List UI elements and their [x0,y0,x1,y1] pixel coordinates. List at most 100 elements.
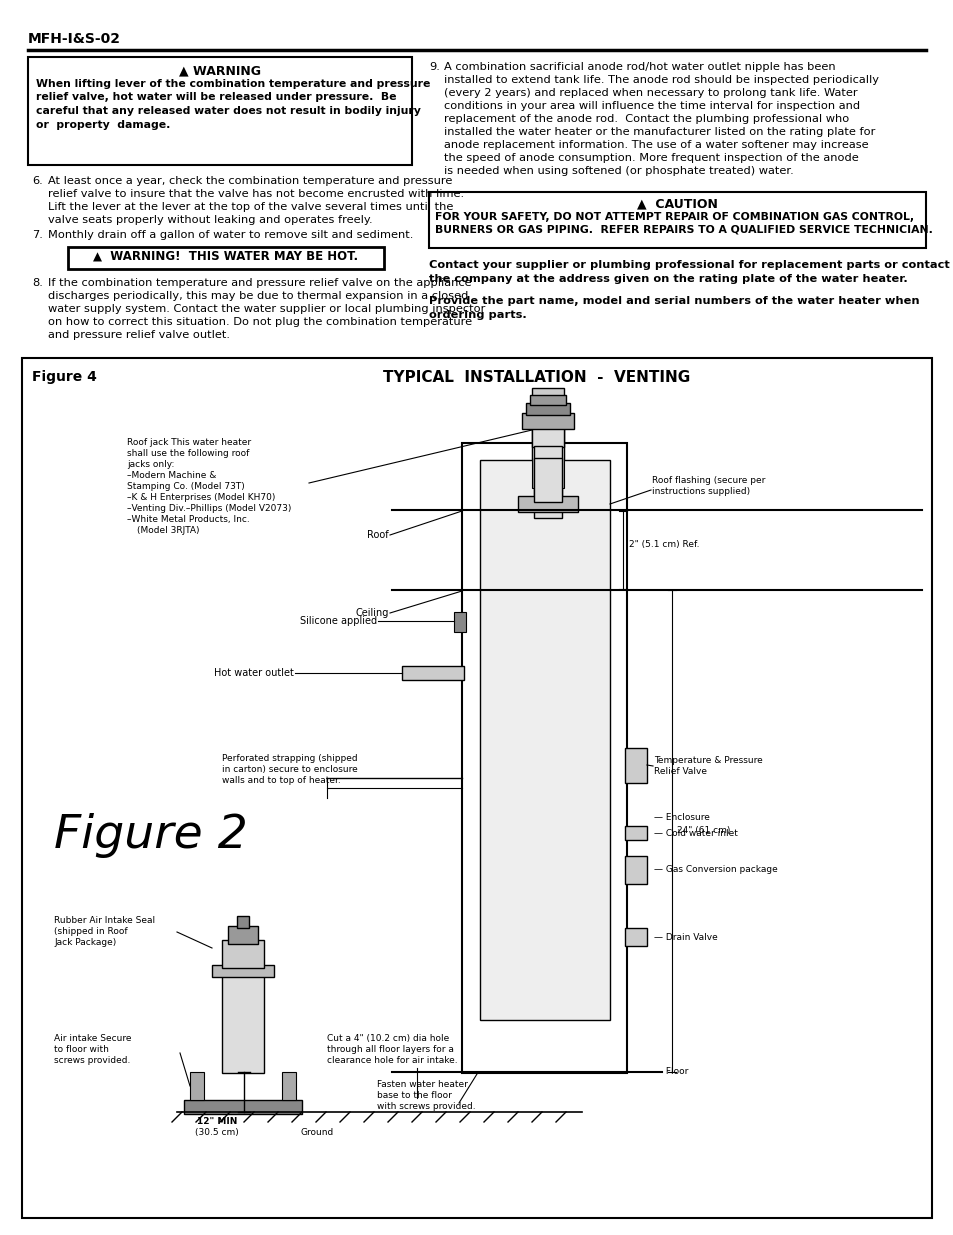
Text: Monthly drain off a gallon of water to remove silt and sediment.: Monthly drain off a gallon of water to r… [48,230,413,240]
Text: 12" MIN: 12" MIN [196,1116,237,1126]
Text: Figure 4: Figure 4 [32,370,97,384]
Text: –Venting Div.–Phillips (Model V2073): –Venting Div.–Phillips (Model V2073) [127,504,291,513]
Text: Provide the part name, model and serial numbers of the water heater when: Provide the part name, model and serial … [429,296,919,306]
Text: (30.5 cm): (30.5 cm) [195,1128,238,1137]
Bar [624,748,646,783]
Bar [190,1072,204,1100]
Text: jacks only:: jacks only: [127,459,174,469]
Text: Jack Package): Jack Package) [54,939,116,947]
Bar [454,613,465,632]
Bar [517,496,578,513]
Text: When lifting lever of the combination temperature and pressure: When lifting lever of the combination te… [36,79,430,89]
Text: ordering parts.: ordering parts. [429,310,526,320]
Text: water supply system. Contact the water supplier or local plumbing inspector: water supply system. Contact the water s… [48,304,485,314]
Text: instructions supplied): instructions supplied) [651,487,749,496]
Text: — Drain Valve: — Drain Valve [654,932,717,941]
Text: installed the water heater or the manufacturer listed on the rating plate for: installed the water heater or the manufa… [443,127,875,137]
Bar [624,826,646,840]
Bar [624,856,646,884]
Text: Air intake Secure: Air intake Secure [54,1034,132,1044]
Text: careful that any released water does not result in bodily injury: careful that any released water does not… [36,106,420,116]
Text: — Floor: — Floor [654,1067,688,1077]
Text: Fasten water heater: Fasten water heater [376,1079,467,1089]
Bar [401,666,463,680]
Text: Roof flashing (secure per: Roof flashing (secure per [651,475,764,485]
Text: with screws provided.: with screws provided. [376,1102,476,1112]
Bar [429,191,925,248]
Text: –Modern Machine &: –Modern Machine & [127,471,216,480]
Text: the speed of anode consumption. More frequent inspection of the anode: the speed of anode consumption. More fre… [443,153,858,163]
Bar [530,395,565,405]
Text: — Cold water inlet: — Cold water inlet [654,829,737,837]
Text: Stamping Co. (Model 73T): Stamping Co. (Model 73T) [127,482,245,492]
Text: If the combination temperature and pressure relief valve on the appliance: If the combination temperature and press… [48,278,471,288]
Text: 8.: 8. [32,278,43,288]
Bar [479,459,609,1020]
Bar [534,446,561,517]
Text: Ground: Ground [300,1128,334,1137]
Text: (every 2 years) and replaced when necessary to prolong tank life. Water: (every 2 years) and replaced when necess… [443,88,857,98]
Text: –White Metal Products, Inc.: –White Metal Products, Inc. [127,515,250,524]
Bar [521,412,574,429]
Bar [461,443,626,1073]
Text: ▲ WARNING: ▲ WARNING [179,64,261,77]
Text: walls and to top of heater.: walls and to top of heater. [222,776,340,785]
Bar [624,927,646,946]
Text: Figure 2: Figure 2 [54,813,248,858]
Text: or  property  damage.: or property damage. [36,120,171,130]
Bar [534,458,561,501]
Text: At least once a year, check the combination temperature and pressure: At least once a year, check the combinat… [48,177,452,186]
Text: (shipped in Roof: (shipped in Roof [54,927,128,936]
Text: — Enclosure: — Enclosure [654,814,709,823]
Text: valve seats properly without leaking and operates freely.: valve seats properly without leaking and… [48,215,373,225]
Bar [532,403,563,447]
Text: –K & H Enterprises (Model KH70): –K & H Enterprises (Model KH70) [127,493,275,501]
Text: anode replacement information. The use of a water softener may increase: anode replacement information. The use o… [443,140,868,149]
Text: relief valve, hot water will be released under pressure.  Be: relief valve, hot water will be released… [36,93,396,103]
Text: 9.: 9. [429,62,439,72]
Text: ▲  WARNING!  THIS WATER MAY BE HOT.: ▲ WARNING! THIS WATER MAY BE HOT. [93,249,358,263]
Bar [68,247,384,269]
Text: clearance hole for air intake.: clearance hole for air intake. [327,1056,457,1065]
Text: Contact your supplier or plumbing professional for replacement parts or contact: Contact your supplier or plumbing profes… [429,261,949,270]
Text: installed to extend tank life. The anode rod should be inspected periodically: installed to extend tank life. The anode… [443,75,878,85]
Text: FOR YOUR SAFETY, DO NOT ATTEMPT REPAIR OF COMBINATION GAS CONTROL,: FOR YOUR SAFETY, DO NOT ATTEMPT REPAIR O… [435,212,913,222]
Text: Roof: Roof [367,530,389,540]
Bar [28,57,412,165]
Text: BURNERS OR GAS PIPING.  REFER REPAIRS TO A QUALIFIED SERVICE TECHNICIAN.: BURNERS OR GAS PIPING. REFER REPAIRS TO … [435,225,932,235]
Text: A combination sacrificial anode rod/hot water outlet nipple has been: A combination sacrificial anode rod/hot … [443,62,835,72]
Bar [525,403,569,415]
Text: TYPICAL  INSTALLATION  -  VENTING: TYPICAL INSTALLATION - VENTING [383,370,690,385]
Text: Temperature & Pressure: Temperature & Pressure [654,756,762,764]
Text: and pressure relief valve outlet.: and pressure relief valve outlet. [48,330,230,340]
Text: MFH-I&S-02: MFH-I&S-02 [28,32,121,46]
Text: 24" (61 cm): 24" (61 cm) [677,825,730,835]
Text: Relief Valve: Relief Valve [654,767,706,776]
Text: in carton) secure to enclosure: in carton) secure to enclosure [222,764,357,774]
Text: 2" (5.1 cm) Ref.: 2" (5.1 cm) Ref. [628,541,699,550]
Text: shall use the following roof: shall use the following roof [127,450,249,458]
Bar [532,412,563,488]
Bar [228,926,257,944]
Bar [222,940,264,968]
Bar [22,358,931,1218]
Text: base to the floor: base to the floor [376,1091,452,1100]
Text: through all floor layers for a: through all floor layers for a [327,1045,454,1053]
Text: Roof jack This water heater: Roof jack This water heater [127,438,251,447]
Bar [532,410,563,459]
Text: relief valve to insure that the valve has not become encrusted with lime.: relief valve to insure that the valve ha… [48,189,464,199]
Bar [212,965,274,977]
Text: the company at the address given on the rating plate of the water heater.: the company at the address given on the … [429,274,907,284]
Bar [532,388,563,414]
Text: to floor with: to floor with [54,1045,109,1053]
Text: — Gas Conversion package: — Gas Conversion package [654,866,777,874]
Text: screws provided.: screws provided. [54,1056,131,1065]
Text: Lift the lever at the lever at the top of the valve several times until the: Lift the lever at the lever at the top o… [48,203,453,212]
Text: Silicone applied: Silicone applied [299,616,376,626]
Text: Ceiling: Ceiling [355,608,389,618]
Text: 6.: 6. [32,177,43,186]
Text: on how to correct this situation. Do not plug the combination temperature: on how to correct this situation. Do not… [48,317,472,327]
Text: is needed when using softened (or phosphate treated) water.: is needed when using softened (or phosph… [443,165,793,177]
Text: conditions in your area will influence the time interval for inspection and: conditions in your area will influence t… [443,101,860,111]
Text: Hot water outlet: Hot water outlet [213,668,294,678]
